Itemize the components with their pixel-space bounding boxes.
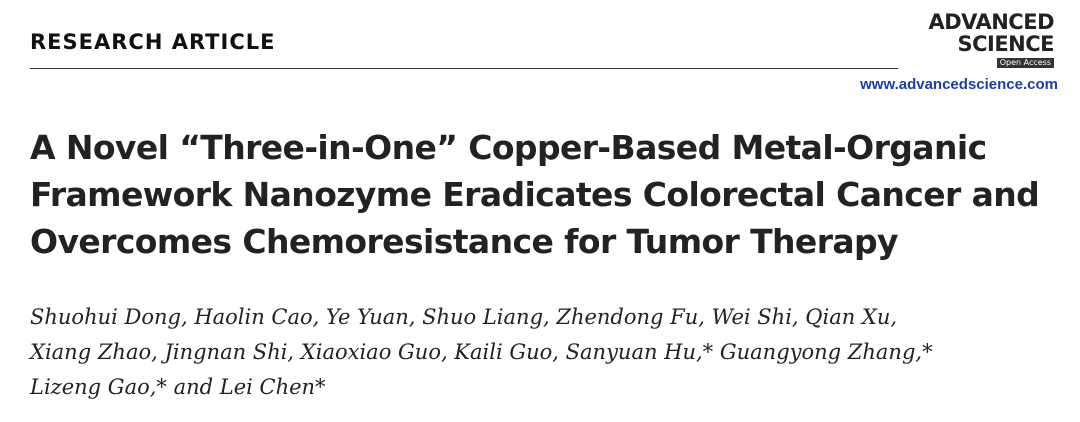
title-line: A Novel “Three-in-One” Copper-Based Meta… <box>30 128 987 167</box>
title-line: Framework Nanozyme Eradicates Colorectal… <box>30 175 1040 214</box>
header-rule <box>30 68 898 69</box>
journal-url[interactable]: www.advancedscience.com <box>860 76 1058 93</box>
title-line: Overcomes Chemoresistance for Tumor Ther… <box>30 222 899 261</box>
section-label: RESEARCH ARTICLE <box>30 30 276 54</box>
author-line: Shuohui Dong, Haolin Cao, Ye Yuan, Shuo … <box>30 305 898 329</box>
journal-logo-line: ADVANCED <box>928 10 1054 34</box>
journal-logo-line: SCIENCE <box>957 32 1054 56</box>
author-line: Xiang Zhao, Jingnan Shi, Xiaoxiao Guo, K… <box>30 340 933 364</box>
open-access-badge: Open Access <box>996 58 1054 68</box>
author-line: Lizeng Gao,* and Lei Chen* <box>30 375 326 399</box>
